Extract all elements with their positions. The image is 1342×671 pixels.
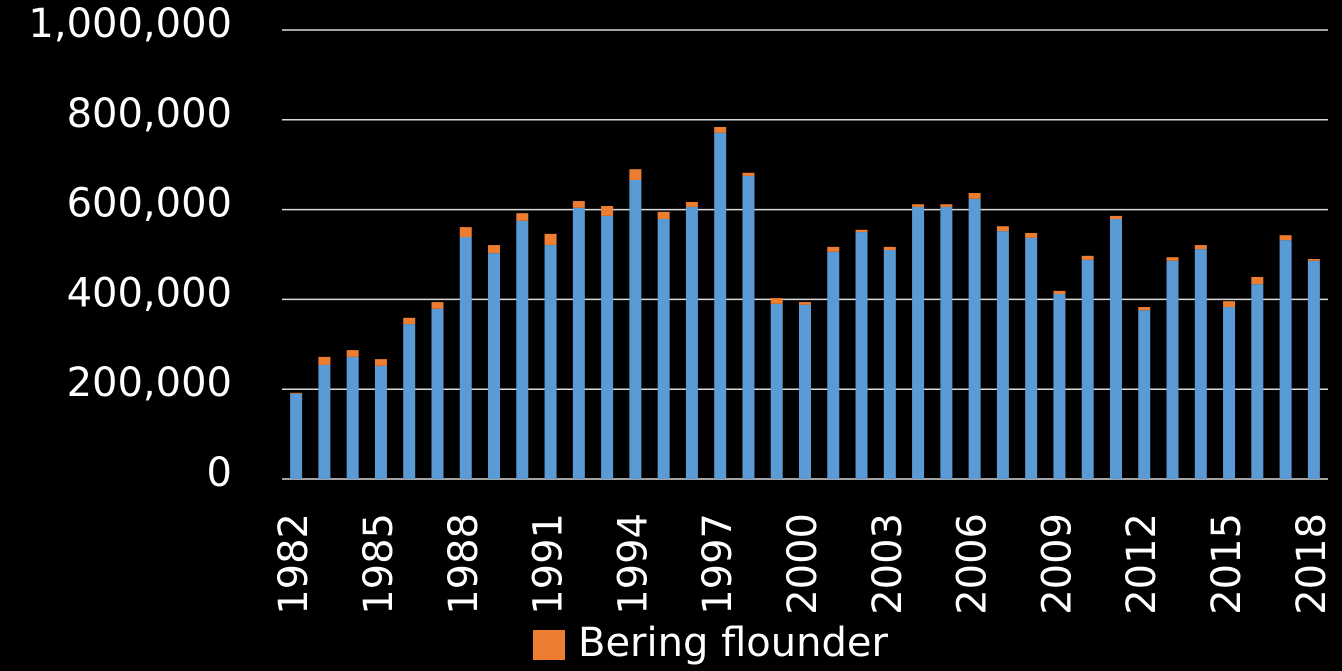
- bar-segment: [685, 201, 698, 207]
- bar-segment: [318, 356, 331, 365]
- bar-segment: [1109, 219, 1122, 480]
- bar-segment: [742, 172, 755, 176]
- bar-segment: [318, 364, 331, 479]
- bar-segment: [1279, 235, 1292, 241]
- bar-segment: [799, 304, 811, 479]
- bar-segment: [1081, 255, 1094, 260]
- bar-segment: [1251, 284, 1264, 479]
- y-tick-label: 200,000: [67, 360, 232, 406]
- bar-segment: [1166, 260, 1179, 479]
- y-tick-label: 0: [207, 450, 232, 496]
- bar-segment: [572, 207, 585, 479]
- bar-segment: [714, 132, 727, 480]
- bar-segment: [912, 206, 925, 479]
- bar-segment: [940, 204, 953, 207]
- bar-segment: [1194, 249, 1207, 479]
- x-tick-label: 1988: [441, 513, 487, 615]
- y-tick-label: 400,000: [67, 270, 232, 316]
- bar-segment: [1166, 257, 1179, 261]
- x-tick-label: 1997: [695, 513, 741, 615]
- bar-segment: [968, 192, 981, 199]
- bar-segment: [657, 219, 670, 480]
- bar-segment: [714, 126, 727, 133]
- x-tick-label: 2003: [865, 513, 911, 615]
- bar-segment: [883, 246, 896, 251]
- x-tick-label: 2006: [950, 513, 996, 615]
- y-tick-label: 800,000: [67, 91, 232, 137]
- bar-segment: [601, 215, 614, 480]
- bar-segment: [855, 229, 868, 233]
- x-tick-label: 2000: [780, 513, 826, 615]
- bar-segment: [1223, 301, 1236, 308]
- bar-segment: [657, 211, 670, 220]
- bar-segment: [459, 227, 472, 237]
- bar-segment: [968, 198, 981, 479]
- bar-segment: [742, 175, 755, 480]
- legend-swatch: [533, 630, 565, 660]
- bar-segment: [403, 317, 416, 325]
- bar-segment: [374, 359, 387, 366]
- x-tick-label: 2018: [1289, 513, 1335, 615]
- bar-segment: [488, 245, 501, 254]
- x-tick-label: 1991: [526, 513, 572, 615]
- y-tick-label: 1,000,000: [28, 1, 232, 47]
- bar-segment: [544, 245, 557, 479]
- x-tick-label: 2009: [1034, 513, 1080, 615]
- bar-segment: [403, 324, 416, 479]
- bar-segment: [799, 302, 811, 305]
- bar-segment: [996, 231, 1009, 479]
- bar-segment: [883, 250, 896, 479]
- y-tick-label: 600,000: [67, 181, 232, 227]
- bar-segment: [572, 201, 585, 208]
- bar-segment: [1053, 294, 1066, 479]
- bar-segment: [912, 204, 925, 207]
- bar-segment: [1109, 215, 1122, 220]
- bar-segment: [1194, 245, 1207, 250]
- x-tick-label: 2012: [1119, 513, 1165, 615]
- bar-segment: [488, 253, 501, 479]
- bar-segment: [1279, 240, 1292, 479]
- bar-segment: [516, 220, 529, 479]
- bar-segment: [1138, 310, 1151, 479]
- bar-segment: [940, 206, 953, 479]
- bar-segment: [1053, 290, 1066, 295]
- x-tick-label: 1985: [356, 513, 402, 615]
- bar-segment: [290, 392, 303, 394]
- bar-segment: [1307, 258, 1320, 261]
- x-tick-label: 1994: [610, 513, 656, 615]
- bar-segment: [770, 298, 783, 304]
- bar-segment: [1025, 237, 1038, 479]
- x-tick-label: 1982: [271, 513, 317, 615]
- bar-segment: [601, 206, 614, 216]
- bar-segment: [1251, 276, 1264, 285]
- bar-segment: [1223, 307, 1236, 479]
- x-tick-label: 2015: [1204, 513, 1250, 615]
- bar-segment: [1307, 260, 1320, 479]
- bar-segment: [855, 232, 868, 479]
- bar-segment: [770, 303, 783, 479]
- bar-segment: [629, 169, 642, 180]
- bar-segment: [459, 236, 472, 479]
- bar-segment: [685, 206, 698, 479]
- bar-segment: [1025, 232, 1038, 238]
- bar-segment: [996, 226, 1009, 232]
- bar-segment: [827, 246, 840, 252]
- bar-segment: [346, 356, 359, 479]
- bar-segment: [544, 233, 557, 246]
- bar-segment: [374, 365, 387, 479]
- bar-segment: [629, 179, 642, 479]
- bar-segment: [346, 350, 359, 357]
- bar-segment: [827, 251, 840, 479]
- bar-segment: [516, 213, 529, 221]
- bar-segment: [290, 393, 303, 479]
- bar-segment: [1081, 259, 1094, 479]
- bar-segment: [431, 302, 444, 309]
- bar-segment: [1138, 307, 1151, 311]
- bar-segment: [431, 308, 444, 479]
- legend-label: Bering flounder: [578, 620, 888, 666]
